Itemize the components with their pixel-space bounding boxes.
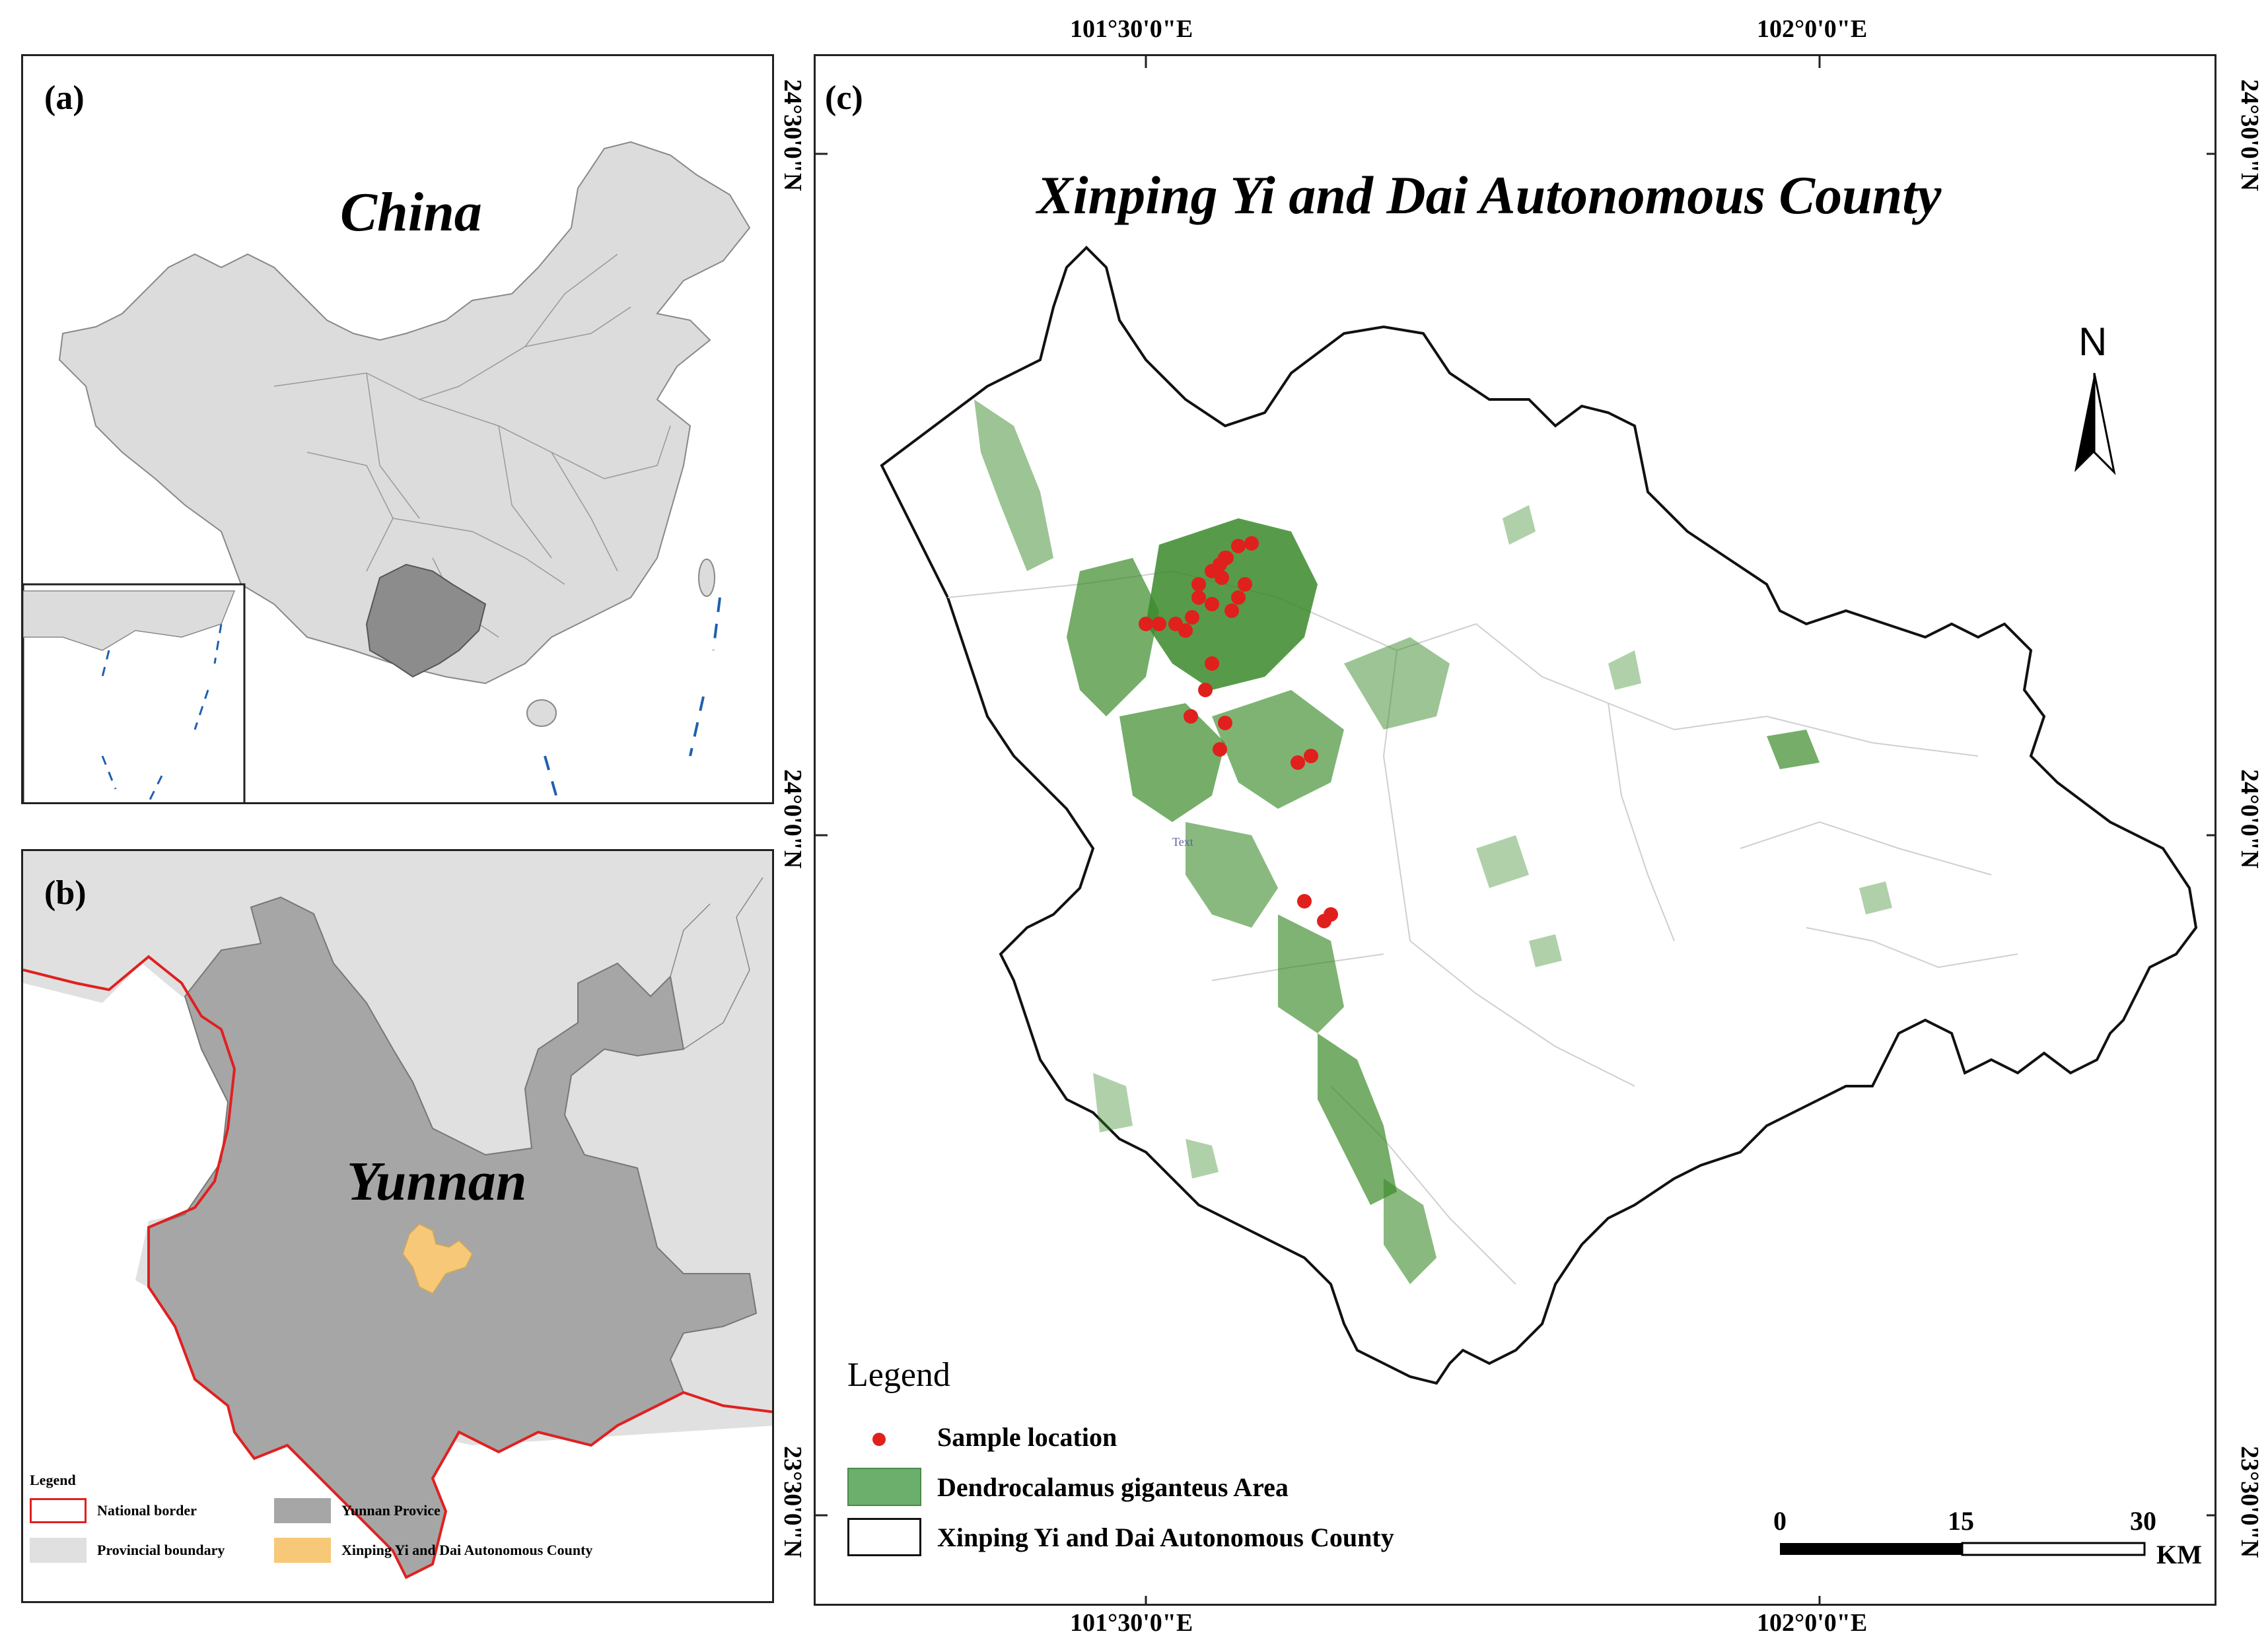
panel-b-label: (b) [44, 874, 87, 912]
hainan-island [526, 699, 557, 727]
legend-point-icon [872, 1433, 886, 1446]
panel-c-label: (c) [825, 79, 863, 117]
scale-unit: KM [2156, 1540, 2202, 1569]
legend-swatch-county [847, 1518, 921, 1556]
sample-location-point [1238, 577, 1252, 592]
sample-location-point [1185, 610, 1199, 625]
scale-tick-15: 15 [1948, 1506, 1974, 1536]
sample-location-point [1205, 597, 1219, 611]
legend-label-county: Xinping Yi and Dai Autonomous County [937, 1523, 1394, 1552]
legend-swatch-bamboo [847, 1468, 921, 1506]
bamboo-areas [974, 399, 1892, 1284]
china-label: China [340, 182, 482, 243]
sample-points-group [1139, 536, 1338, 928]
legend-label-xinping: Xinping Yi and Dai Autonomous County [341, 1542, 593, 1558]
legend-swatch-xinping [274, 1538, 331, 1563]
sample-location-point [1231, 590, 1246, 605]
panel-a-china-map: (a) China [21, 54, 774, 804]
legend-swatch-national-border [30, 1498, 87, 1523]
sample-location-point [1297, 894, 1312, 909]
north-label: N [2078, 320, 2108, 364]
inset-sea-lines [101, 623, 223, 802]
county-boundary [880, 246, 2198, 1385]
top-tick-2: 102°0'0"E [1757, 15, 1868, 43]
yunnan-label: Yunnan [347, 1151, 527, 1212]
bottom-tick-2: 102°0'0"E [1757, 1609, 1868, 1637]
sample-location-point [1291, 755, 1305, 770]
sample-location-point [1324, 907, 1338, 922]
provincial-boundaries [273, 254, 671, 638]
panel-c-county-map: Text (c) Xinping Yi and Dai Autonomous C… [814, 54, 2216, 1606]
sample-location-point [1244, 536, 1259, 551]
legend-label-national-border: National border [97, 1502, 197, 1519]
national-border-line [23, 955, 772, 1579]
yunnan-highlight [365, 563, 487, 678]
sample-location-point [1213, 742, 1227, 757]
scale-bar [1780, 1542, 2146, 1556]
panel-c-legend-title: Legend [847, 1356, 950, 1394]
sample-location-point [1198, 683, 1213, 697]
left-tick-1: 24°30'0"N [779, 79, 806, 191]
left-tick-3: 23°30'0"N [779, 1446, 806, 1558]
legend-swatch-yunnan [274, 1498, 331, 1523]
county-title: Xinping Yi and Dai Autonomous County [1037, 165, 1942, 225]
sample-location-point [1168, 617, 1183, 631]
legend-label-yunnan: Yunnan Provice [341, 1502, 441, 1519]
panel-b-yunnan-map: (b) Yunnan Legend National border Yunnan… [21, 849, 774, 1603]
sample-location-point [1191, 577, 1206, 592]
county-map-svg: Text [816, 56, 2215, 1604]
sample-location-point [1304, 749, 1318, 763]
sample-location-point [1224, 603, 1239, 618]
sample-location-point [1205, 656, 1219, 671]
map-stray-text: Text [1172, 835, 1193, 848]
legend-swatch-provincial [30, 1538, 87, 1563]
sample-location-point [1152, 617, 1166, 631]
china-map-svg [23, 141, 751, 802]
panel-b-legend-title: Legend [30, 1472, 76, 1488]
scale-tick-0: 0 [1773, 1506, 1787, 1536]
panel-a-label: (a) [44, 79, 85, 117]
sample-location-point [1191, 590, 1206, 605]
top-tick-1: 101°30'0"E [1070, 15, 1193, 43]
legend-label-provincial: Provincial boundary [97, 1542, 225, 1558]
sample-location-point [1184, 709, 1198, 724]
legend-label-sample: Sample location [937, 1422, 1117, 1452]
xinping-county-highlight [402, 1223, 473, 1294]
china-landmass [58, 141, 751, 685]
sample-location-point [1139, 617, 1153, 631]
bottom-tick-1: 101°30'0"E [1070, 1609, 1193, 1637]
sample-location-point [1215, 570, 1229, 585]
sample-location-point [1231, 539, 1246, 553]
right-tick-2: 24°0'0"N [2236, 769, 2263, 869]
north-arrow-icon [2074, 372, 2116, 475]
yunnan-map-svg [23, 851, 772, 1601]
scale-tick-30: 30 [2130, 1506, 2156, 1536]
right-tick-1: 24°30'0"N [2236, 79, 2263, 191]
legend-label-bamboo: Dendrocalamus giganteus Area [937, 1472, 1289, 1502]
sea-border-lines [544, 597, 721, 802]
left-tick-2: 24°0'0"N [779, 769, 806, 869]
right-tick-3: 23°30'0"N [2236, 1446, 2263, 1558]
sample-location-point [1218, 716, 1232, 730]
taiwan-island [698, 559, 715, 597]
sample-location-point [1219, 551, 1234, 565]
